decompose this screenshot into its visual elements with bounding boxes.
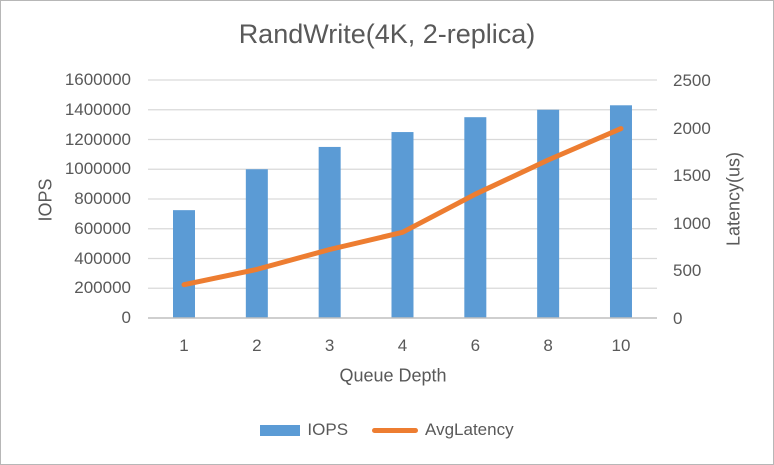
- iops-bar-swatch-icon: [260, 424, 301, 436]
- x-axis-title: Queue Depth: [339, 365, 447, 386]
- tick-label: 600000: [74, 218, 131, 238]
- tick-label: 400000: [74, 248, 131, 268]
- tick-label: 2: [252, 336, 262, 355]
- tick-label: 3: [324, 336, 335, 355]
- line-avglatency: [181, 126, 624, 288]
- y-axis-right-title: Latency(us): [723, 151, 744, 247]
- tick-label: 800000: [74, 189, 131, 208]
- tick-label: 1600000: [64, 70, 131, 89]
- tick-label: 2000: [673, 118, 711, 138]
- tick-label: 8: [543, 336, 553, 355]
- tick-label: 1500: [673, 166, 711, 186]
- legend-label-avglatency: AvgLatency: [425, 420, 514, 439]
- avglatency-line-swatch-icon: [372, 427, 419, 433]
- tick-label: 2500: [673, 71, 711, 90]
- legend-label-iops: IOPS: [307, 420, 349, 439]
- bar-iops: [391, 132, 414, 318]
- y-axis-left-title: IOPS: [35, 178, 56, 222]
- bar-iops: [318, 146, 341, 318]
- bar-iops: [537, 109, 560, 318]
- bar-iops: [173, 210, 195, 318]
- bar-iops: [464, 117, 487, 318]
- tick-label: 1: [179, 336, 189, 355]
- tick-label: 200000: [74, 278, 131, 298]
- legend-item-avglatency: AvgLatency: [372, 420, 514, 440]
- legend-item-iops: IOPS: [260, 420, 348, 440]
- tick-label: 1200000: [64, 129, 131, 149]
- tick-label: 1400000: [64, 99, 131, 119]
- tick-label: 0: [121, 308, 131, 327]
- chart-title: RandWrite(4K, 2-replica): [238, 19, 536, 49]
- tick-label: 1000: [673, 213, 711, 233]
- tick-label: 10: [611, 336, 631, 355]
- bar-iops: [245, 169, 268, 318]
- tick-label: 4: [397, 336, 408, 355]
- tick-label: 1000000: [64, 159, 131, 179]
- tick-label: 0: [673, 309, 683, 328]
- tick-label: 6: [470, 336, 481, 355]
- bar-iops: [609, 105, 632, 318]
- tick-label: 500: [673, 261, 702, 281]
- legend: IOPS AvgLatency: [1, 420, 773, 440]
